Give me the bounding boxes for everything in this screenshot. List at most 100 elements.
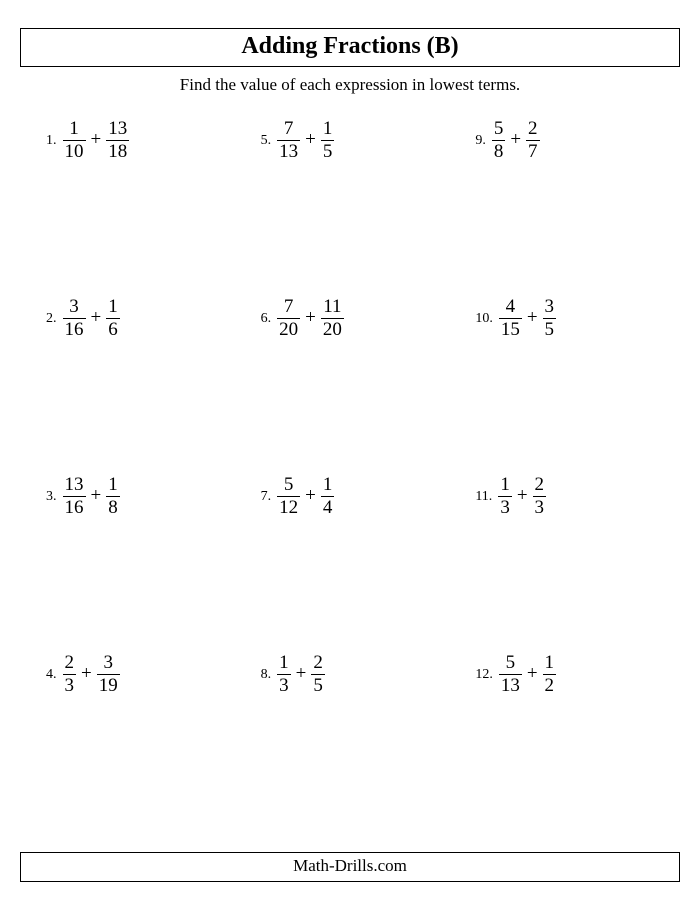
numerator: 1 bbox=[321, 119, 335, 139]
denominator: 12 bbox=[277, 498, 300, 518]
numerator: 1 bbox=[67, 119, 81, 139]
problem-number: 3. bbox=[46, 475, 57, 505]
operator: + bbox=[86, 129, 107, 151]
expression: 316+16 bbox=[63, 297, 120, 340]
denominator: 6 bbox=[106, 320, 120, 340]
operator: + bbox=[300, 485, 321, 507]
fraction: 720 bbox=[277, 297, 300, 340]
fraction: 16 bbox=[106, 297, 120, 340]
problem: 5.713+15 bbox=[243, 115, 458, 293]
expression: 415+35 bbox=[499, 297, 556, 340]
footer-text: Math-Drills.com bbox=[293, 856, 407, 875]
denominator: 18 bbox=[106, 142, 129, 162]
numerator: 1 bbox=[106, 475, 120, 495]
footer-box: Math-Drills.com bbox=[20, 852, 680, 882]
operator: + bbox=[291, 663, 312, 685]
instructions-text: Find the value of each expression in low… bbox=[20, 75, 680, 95]
fraction: 415 bbox=[499, 297, 522, 340]
page-title: Adding Fractions (B) bbox=[241, 33, 458, 59]
problem-number: 2. bbox=[46, 297, 57, 327]
numerator: 3 bbox=[67, 297, 81, 317]
expression: 13+25 bbox=[277, 653, 325, 696]
denominator: 2 bbox=[543, 676, 557, 696]
fraction: 23 bbox=[533, 475, 547, 518]
numerator: 5 bbox=[282, 475, 296, 495]
problem: 9.58+27 bbox=[457, 115, 672, 293]
fraction: 13 bbox=[277, 653, 291, 696]
problem-number: 9. bbox=[475, 119, 486, 149]
problem-number: 1. bbox=[46, 119, 57, 149]
fraction: 25 bbox=[311, 653, 325, 696]
fraction: 13 bbox=[498, 475, 512, 518]
fraction: 35 bbox=[543, 297, 557, 340]
problem-number: 10. bbox=[475, 297, 493, 327]
problem: 1. 1 10+13 18 bbox=[28, 115, 243, 293]
denominator: 10 bbox=[63, 142, 86, 162]
denominator: 3 bbox=[533, 498, 547, 518]
numerator: 7 bbox=[282, 119, 296, 139]
numerator: 3 bbox=[101, 653, 115, 673]
operator: + bbox=[300, 129, 321, 151]
denominator: 8 bbox=[492, 142, 506, 162]
fraction: 319 bbox=[97, 653, 120, 696]
worksheet-page: Adding Fractions (B) Find the value of e… bbox=[0, 0, 700, 906]
problem: 4.23+319 bbox=[28, 649, 243, 827]
fraction: 18 bbox=[106, 475, 120, 518]
operator: + bbox=[522, 307, 543, 329]
numerator: 11 bbox=[321, 297, 343, 317]
numerator: 2 bbox=[533, 475, 547, 495]
numerator: 4 bbox=[504, 297, 518, 317]
problem-number: 12. bbox=[475, 653, 493, 683]
operator: + bbox=[86, 307, 107, 329]
problem: 3.1316+18 bbox=[28, 471, 243, 649]
denominator: 20 bbox=[277, 320, 300, 340]
numerator: 2 bbox=[526, 119, 540, 139]
operator: + bbox=[76, 663, 97, 685]
denominator: 5 bbox=[321, 142, 335, 162]
denominator: 16 bbox=[63, 320, 86, 340]
operator: + bbox=[522, 663, 543, 685]
problem-number: 6. bbox=[261, 297, 272, 327]
numerator: 3 bbox=[543, 297, 557, 317]
fraction: 14 bbox=[321, 475, 335, 518]
denominator: 3 bbox=[498, 498, 512, 518]
expression: 713+1 5 bbox=[277, 119, 334, 162]
fraction: 27 bbox=[526, 119, 540, 162]
numerator: 13 bbox=[106, 119, 129, 139]
denominator: 19 bbox=[97, 676, 120, 696]
operator: + bbox=[505, 129, 526, 151]
numerator: 5 bbox=[504, 653, 518, 673]
fraction: 512 bbox=[277, 475, 300, 518]
numerator: 1 bbox=[543, 653, 557, 673]
numerator: 2 bbox=[311, 653, 325, 673]
fraction: 1316 bbox=[63, 475, 86, 518]
denominator: 4 bbox=[321, 498, 335, 518]
problem-number: 11. bbox=[475, 475, 492, 505]
problem: 6.720+1120 bbox=[243, 293, 458, 471]
fraction: 316 bbox=[63, 297, 86, 340]
numerator: 7 bbox=[282, 297, 296, 317]
numerator: 1 bbox=[498, 475, 512, 495]
numerator: 1 bbox=[106, 297, 120, 317]
expression: 5 13+1 2 bbox=[499, 653, 556, 696]
expression: 1 10+13 18 bbox=[63, 119, 130, 162]
title-box: Adding Fractions (B) bbox=[20, 28, 680, 67]
expression: 1316+18 bbox=[63, 475, 120, 518]
fraction: 713 bbox=[277, 119, 300, 162]
denominator: 16 bbox=[63, 498, 86, 518]
problem-number: 7. bbox=[261, 475, 272, 505]
expression: 23+319 bbox=[63, 653, 120, 696]
fraction: 23 bbox=[63, 653, 77, 696]
problems-grid: 1.110+13185.713+159.58+272.316+166.720+1… bbox=[20, 115, 680, 827]
numerator: 5 bbox=[492, 119, 506, 139]
denominator: 3 bbox=[277, 676, 291, 696]
denominator: 13 bbox=[499, 676, 522, 696]
operator: + bbox=[512, 485, 533, 507]
problem: 2.316+16 bbox=[28, 293, 243, 471]
numerator: 13 bbox=[63, 475, 86, 495]
problem: 8.13+25 bbox=[243, 649, 458, 827]
denominator: 20 bbox=[321, 320, 344, 340]
expression: 720+1120 bbox=[277, 297, 344, 340]
problem: 7.512+14 bbox=[243, 471, 458, 649]
fraction: 58 bbox=[492, 119, 506, 162]
